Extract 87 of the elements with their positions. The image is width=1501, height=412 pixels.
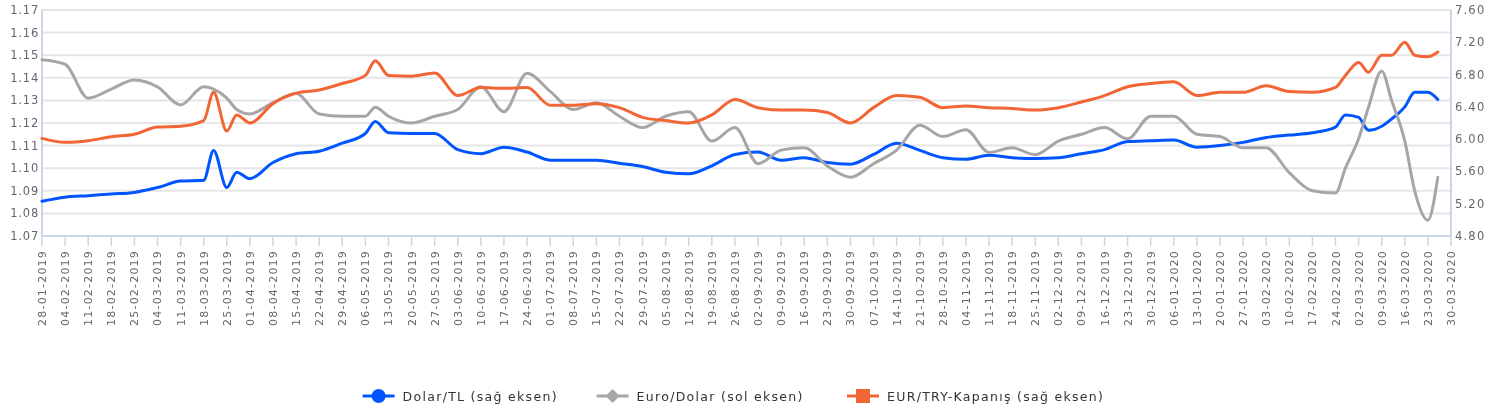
x-tick-label: 05-08-2019: [659, 250, 673, 326]
y2-tick-label: 4.80: [1455, 229, 1486, 243]
x-tick-label: 12-08-2019: [682, 250, 696, 326]
x-tick-label: 02-03-2020: [1352, 250, 1366, 326]
x-tick-label: 02-12-2019: [1052, 250, 1066, 326]
x-tick-label: 15-07-2019: [590, 250, 604, 326]
x-tick-label: 08-07-2019: [567, 250, 581, 326]
x-tick-label: 26-08-2019: [728, 250, 742, 326]
x-tick-label: 11-03-2019: [174, 250, 188, 326]
x-tick-label: 03-02-2020: [1260, 250, 1274, 326]
y-tick-label: 1.12: [10, 116, 39, 130]
x-tick-label: 02-09-2019: [752, 250, 766, 326]
x-tick-label: 01-07-2019: [544, 250, 558, 326]
y-tick-label: 1.10: [10, 161, 39, 176]
x-tick-label: 09-09-2019: [775, 250, 789, 326]
x-tick-label: 25-11-2019: [1029, 250, 1043, 326]
y-tick-label: 1.14: [10, 70, 39, 85]
x-tick-label: 19-08-2019: [705, 250, 719, 326]
x-tick-label: 21-10-2019: [913, 250, 927, 326]
y-tick-label: 1.16: [10, 25, 39, 40]
y-tick-label: 1.15: [10, 48, 39, 63]
x-tick-label: 06-05-2019: [359, 250, 373, 326]
legend-label: Dolar/TL (sağ eksen): [402, 389, 558, 404]
x-tick-label: 27-05-2019: [428, 250, 442, 326]
legend-label: Euro/Dolar (sol eksen): [636, 389, 804, 404]
x-tick-label: 01-04-2019: [243, 250, 257, 326]
y-tick-label: 1.09: [10, 183, 39, 198]
x-tick-label: 20-01-2020: [1214, 250, 1228, 326]
x-tick-label: 13-01-2020: [1190, 250, 1204, 326]
y-tick-label: 1.11: [10, 138, 39, 153]
x-tick-label: 16-12-2019: [1098, 250, 1112, 326]
x-tick-label: 08-04-2019: [266, 250, 280, 326]
y2-tick-label: 6.40: [1455, 99, 1486, 114]
y-tick-label: 1.17: [10, 3, 39, 17]
x-tick-label: 25-03-2019: [220, 250, 234, 326]
x-tick-label: 09-03-2020: [1375, 250, 1389, 326]
line-series: [40, 90, 1440, 203]
x-tick-label: 15-04-2019: [290, 250, 304, 326]
x-tick-label: 18-03-2019: [197, 250, 211, 326]
x-tick-label: 04-02-2019: [59, 250, 73, 326]
x-tick-label: 09-12-2019: [1075, 250, 1089, 326]
x-tick-label: 17-02-2020: [1306, 250, 1320, 326]
x-tick-label: 07-10-2019: [867, 250, 881, 326]
y-tick-label: 1.07: [10, 229, 39, 243]
x-tick-label: 22-04-2019: [313, 250, 327, 326]
x-tick-label: 18-02-2019: [105, 250, 119, 326]
x-tick-label: 23-12-2019: [1121, 250, 1135, 326]
x-tick-label: 17-06-2019: [497, 250, 511, 326]
y2-tick-label: 5.20: [1455, 196, 1486, 211]
x-tick-label: 16-03-2020: [1398, 250, 1412, 326]
x-tick-label: 20-05-2019: [405, 250, 419, 326]
x-tick-label: 06-01-2020: [1167, 250, 1181, 326]
x-tick-label: 11-11-2019: [983, 250, 997, 326]
x-tick-label: 13-05-2019: [382, 250, 396, 326]
x-tick-label: 30-03-2020: [1445, 250, 1458, 326]
x-tick-label: 04-03-2019: [151, 250, 165, 326]
x-tick-label: 11-02-2019: [82, 250, 96, 326]
x-tick-label: 28-10-2019: [936, 250, 950, 326]
line-series: [40, 40, 1440, 144]
y2-tick-label: 6.80: [1455, 67, 1486, 82]
y2-tick-label: 6.00: [1455, 132, 1486, 147]
legend-label: EUR/TRY-Kapanış (sağ eksen): [887, 389, 1105, 404]
x-tick-label: 29-07-2019: [636, 250, 650, 326]
y-tick-label: 1.08: [10, 206, 39, 221]
x-tick-label: 03-06-2019: [451, 250, 465, 326]
y-tick-label: 1.13: [10, 93, 39, 108]
line-series: [40, 58, 1440, 222]
y2-tick-label: 7.60: [1455, 3, 1486, 17]
x-tick-label: 14-10-2019: [890, 250, 904, 326]
y2-tick-label: 7.20: [1455, 35, 1486, 50]
x-tick-label: 25-02-2019: [128, 250, 142, 326]
x-tick-label: 18-11-2019: [1006, 250, 1020, 326]
x-tick-label: 29-04-2019: [336, 250, 350, 326]
x-tick-label: 30-12-2019: [1144, 250, 1158, 326]
x-tick-label: 04-11-2019: [959, 250, 973, 326]
x-tick-label: 27-01-2020: [1237, 250, 1251, 326]
x-tick-label: 23-03-2020: [1421, 250, 1435, 326]
x-tick-label: 23-09-2019: [821, 250, 835, 326]
x-tick-label: 10-02-2020: [1283, 250, 1297, 326]
x-tick-label: 28-01-2019: [36, 250, 49, 326]
x-tick-label: 24-02-2020: [1329, 250, 1343, 326]
y2-tick-label: 5.60: [1455, 164, 1486, 179]
x-tick-label: 30-09-2019: [844, 250, 858, 326]
x-tick-label: 24-06-2019: [521, 250, 535, 326]
x-tick-label: 16-09-2019: [798, 250, 812, 326]
x-tick-label: 22-07-2019: [613, 250, 627, 326]
x-tick-label: 10-06-2019: [474, 250, 488, 326]
